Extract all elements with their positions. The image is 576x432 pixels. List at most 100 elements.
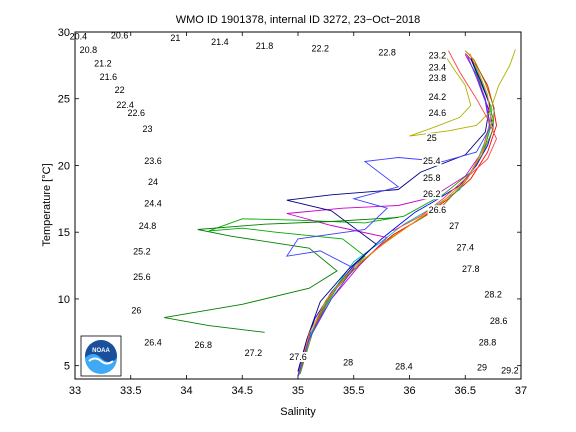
y-axis-title: Temperature [°C] — [41, 163, 53, 246]
isopycnal-label: 25.4 — [423, 156, 441, 166]
y-tick-label: 10 — [58, 294, 70, 306]
isopycnal-label: 28.4 — [395, 361, 413, 371]
isopycnal-label-bg — [130, 305, 143, 316]
x-axis: 33 33.5 34 34.5 35 35.5 36 36.5 37 — [69, 32, 527, 397]
x-tick-label: 34.5 — [232, 385, 253, 397]
isopycnal-label-bg — [132, 246, 152, 257]
isopycnal-label: 25.6 — [133, 272, 151, 282]
isopycnal-label: 22.6 — [128, 108, 146, 118]
isopycnal-label-bg — [500, 365, 520, 376]
isopycnal-label-bg — [68, 31, 89, 42]
isopycnal-label: 25 — [427, 133, 437, 143]
isopycnal-label: 24.2 — [429, 92, 447, 102]
isopycnal-label: 27 — [449, 221, 459, 231]
isopycnal-label-bg — [427, 205, 448, 216]
isopycnal-label: 28.2 — [484, 289, 502, 299]
isopycnal-label-bg — [425, 133, 438, 144]
isopycnal-label-bg — [169, 33, 182, 44]
isopycnal-label-bg — [422, 189, 442, 200]
isopycnal-label-bg — [310, 43, 331, 54]
isopycnal-label-bg — [143, 337, 163, 348]
isopycnal-label: 26.6 — [429, 205, 447, 215]
isopycnal-label: 27.2 — [245, 348, 263, 358]
isopycnal-label-bg — [98, 71, 119, 82]
isopycnal-label: 26.2 — [423, 189, 441, 199]
isopycnal-label-bg — [113, 85, 126, 96]
isopycnal-label-bg — [210, 37, 230, 48]
isopycnal-label: 25.2 — [133, 247, 151, 257]
isopycnal-label-bg — [288, 352, 308, 363]
profile-line — [286, 54, 491, 373]
isopycnal-label: 20.4 — [70, 32, 88, 42]
x-tick-label: 36.5 — [455, 385, 476, 397]
logo-text: NOAA — [92, 348, 110, 354]
isopycnal-label: 27.6 — [289, 352, 307, 362]
isopycnal-label: 21.6 — [100, 72, 118, 82]
isopycnal-label-bg — [137, 221, 158, 232]
isopycnal-label-bg — [448, 221, 461, 232]
isopycnal-label-bg — [78, 45, 99, 56]
y-tick-label: 15 — [58, 227, 70, 239]
isopycnal-label: 21.4 — [211, 37, 229, 47]
profile-line — [286, 58, 491, 372]
isopycnal-label-bg — [93, 58, 113, 69]
isopycnal-label-bg — [141, 123, 154, 134]
isopycnal-label-bg — [422, 155, 442, 166]
isopycnal-label-bg — [254, 41, 275, 52]
isopycnal-label-bg — [427, 50, 448, 61]
y-tick-label: 30 — [58, 27, 70, 39]
isopycnal-label: 22 — [115, 85, 125, 95]
isopycnal-label-bg — [488, 315, 509, 326]
x-tick-label: 33 — [69, 385, 81, 397]
profile-line — [298, 53, 492, 373]
isopycnal-label: 23.4 — [429, 62, 447, 72]
profile-line — [164, 217, 399, 333]
isopycnal-label-bg — [483, 289, 503, 300]
isopycnal-label-bg — [147, 177, 160, 188]
isopycnal-label: 25.8 — [423, 173, 441, 183]
isopycnal-label: 24 — [148, 177, 158, 187]
isopycnal-label-bg — [427, 62, 448, 73]
isopycnal-label: 21.8 — [256, 41, 274, 51]
y-tick-label: 25 — [58, 94, 70, 106]
isopycnal-label: 21 — [170, 33, 180, 43]
isopycnal-label: 23 — [142, 124, 152, 134]
x-axis-title: Salinity — [280, 406, 316, 418]
isopycnal-label: 24.8 — [139, 221, 157, 231]
isopycnal-label-bg — [143, 155, 163, 166]
isopycnal-label-bg — [427, 107, 448, 118]
isopycnal-label-bg — [115, 99, 135, 110]
chart-title: WMO ID 1901378, internal ID 3272, 23−Oct… — [176, 14, 421, 26]
isopycnal-label: 23.6 — [144, 156, 162, 166]
profile-lines — [164, 49, 516, 377]
isopycnal-label-bg — [377, 47, 397, 58]
isopycnal-label-bg — [427, 91, 448, 102]
isopycnal-label-bg — [243, 348, 264, 359]
isopycnal-label-bg — [394, 361, 414, 372]
isopycnal-label: 26.8 — [194, 340, 212, 350]
profile-line — [208, 58, 494, 374]
isopycnal-label: 24.4 — [144, 199, 162, 209]
isopycnal-label: 27.4 — [456, 243, 474, 253]
isopycnal-label-bg — [109, 30, 130, 41]
isopycnal-label: 29 — [477, 363, 487, 373]
isopycnal-label: 23.8 — [429, 73, 447, 83]
isopycnal-label: 28.6 — [490, 316, 508, 326]
isopycnal-label: 28 — [343, 357, 353, 367]
isopycnal-label: 22.8 — [378, 48, 396, 58]
y-tick-label: 20 — [58, 160, 70, 172]
isopycnal-label-bg — [126, 107, 147, 118]
isopycnal-label-bg — [193, 340, 213, 351]
isopycnal-label-bg — [455, 242, 476, 253]
isopycnal-label-bg — [461, 263, 481, 274]
isopycnal-label-bg — [427, 73, 448, 84]
isopycnal-label-bg — [475, 362, 488, 373]
isopycnal-label-bg — [477, 337, 498, 348]
isopycnal-label: 26.4 — [144, 337, 162, 347]
isopycnal-label: 29.2 — [501, 365, 519, 375]
logo-gull — [88, 357, 114, 365]
isopycnal-label-bg — [422, 173, 442, 184]
isopycnal-label: 27.8 — [462, 264, 480, 274]
isopycnal-label: 21.2 — [94, 58, 112, 68]
